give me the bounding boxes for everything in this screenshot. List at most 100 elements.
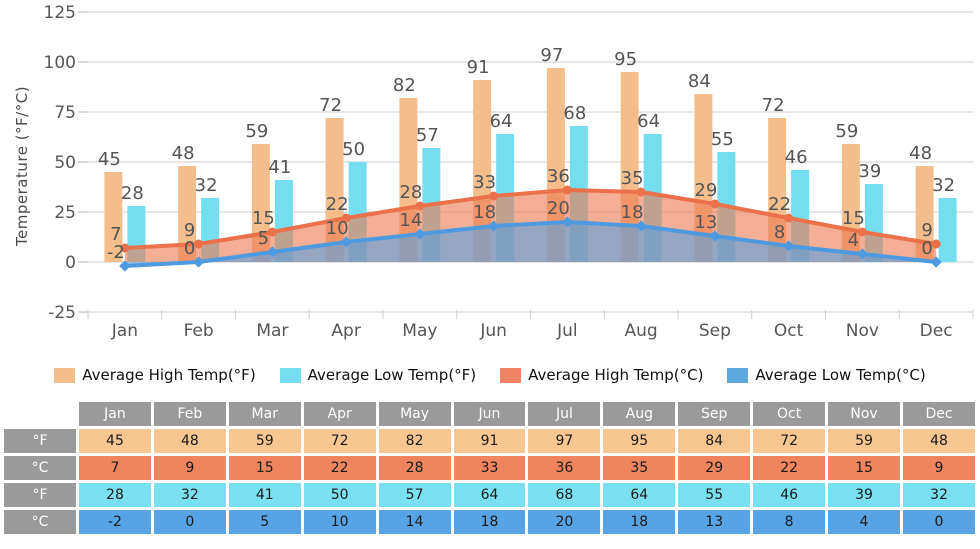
- label-avg-high-c: 7: [110, 224, 121, 245]
- label-avg-low-f: 39: [858, 161, 881, 182]
- legend-label-avg-high-f: Average High Temp(°F): [82, 366, 256, 384]
- area-avg-low-c-point: [340, 236, 352, 248]
- table-cell: 72: [303, 429, 376, 453]
- label-avg-high-c: 22: [326, 194, 349, 215]
- label-avg-high-f: 97: [540, 45, 563, 66]
- area-avg-high-c-point: [857, 227, 867, 237]
- y-axis-title: Temperature (°F/°C): [13, 85, 31, 247]
- label-avg-high-f: 84: [688, 71, 711, 92]
- label-avg-low-c: -2: [107, 242, 125, 263]
- label-avg-low-c: 5: [258, 228, 269, 249]
- chart-canvas: -25025507510012545287-248329059411557250…: [44, 3, 974, 341]
- area-avg-low-c-point: [782, 240, 795, 252]
- legend-label-avg-high-c: Average High Temp(°C): [528, 366, 704, 384]
- label-avg-low-c: 20: [547, 198, 570, 219]
- table-header-row: Jan Feb Mar Apr May Jun Jul Aug Sep Oct Nov Dec: [4, 402, 975, 426]
- table-cell: 18: [453, 510, 526, 534]
- table-row-avg-low-f: °C 7 9 15 22 28 33 36 35 29 22 15 9: [4, 456, 975, 480]
- x-axis: Jan Feb Mar Apr May Jun Jul Aug Sep Oct Nov Dec: [87, 310, 974, 341]
- table-cell: 32: [153, 483, 226, 507]
- x-tick-label: Sep: [699, 321, 731, 341]
- label-avg-high-c: 36: [547, 166, 570, 187]
- table-cell: 57: [378, 483, 451, 507]
- legend-swatch-avg-high-f: [54, 367, 76, 383]
- label-avg-high-c: 9: [921, 220, 932, 241]
- x-tick-label: Feb: [184, 321, 214, 341]
- y-tick-label: 75: [54, 103, 76, 123]
- table-cell: 13: [678, 510, 751, 534]
- label-avg-high-c: 15: [842, 208, 865, 229]
- table-col-header-oct: Oct: [753, 402, 826, 426]
- area-avg-low-c-point: [930, 256, 942, 268]
- area-avg-high-c-point: [562, 185, 572, 195]
- label-avg-high-f: 59: [245, 121, 268, 142]
- area-avg-high-c-point: [120, 243, 130, 253]
- table-cell: 45: [79, 429, 151, 453]
- label-avg-high-f: 48: [909, 143, 932, 164]
- legend-swatch-avg-low-f: [279, 367, 301, 383]
- label-avg-low-f: 41: [268, 157, 291, 178]
- table-cell: 29: [678, 456, 751, 480]
- table-col-header-sep: Sep: [678, 402, 751, 426]
- label-avg-low-f: 68: [563, 103, 586, 124]
- area-avg-low-c-point: [856, 248, 869, 260]
- y-tick-label: 125: [44, 3, 76, 23]
- label-avg-high-f: 72: [319, 95, 342, 116]
- x-tick-label: Jun: [479, 321, 507, 341]
- area-avg-low-c: [119, 216, 942, 272]
- label-avg-high-c: 22: [768, 194, 791, 215]
- area-avg-high-c-point: [267, 227, 277, 237]
- table-cell: 33: [453, 456, 526, 480]
- area-avg-low-c-point: [561, 216, 574, 228]
- label-avg-high-f: 82: [393, 75, 416, 96]
- table-cell: 55: [678, 483, 751, 507]
- table-cell: 15: [228, 456, 301, 480]
- label-avg-high-c: 29: [694, 180, 717, 201]
- table-row-label-avg-high-c: °F: [4, 483, 76, 507]
- table-cell: 22: [753, 456, 826, 480]
- table-cell: 72: [753, 429, 826, 453]
- table-row-avg-high-f: °F 45 48 59 72 82 91 97 95 84 72 59 48: [4, 429, 975, 453]
- table-cell: 14: [378, 510, 451, 534]
- area-avg-low-c-point: [192, 256, 205, 268]
- label-avg-low-f: 64: [637, 111, 660, 132]
- table-cell: 64: [453, 483, 526, 507]
- y-tick-label: 50: [54, 153, 76, 173]
- table-cell: 36: [528, 456, 601, 480]
- table-cell: 7: [79, 456, 151, 480]
- area-avg-low-c-fill: [124, 222, 937, 266]
- label-avg-high-c: 33: [473, 172, 496, 193]
- label-avg-low-c: 10: [326, 218, 349, 239]
- legend-item-avg-high-f: Average High Temp(°F): [54, 366, 256, 384]
- table-cell: 28: [378, 456, 451, 480]
- table-cell: 48: [153, 429, 226, 453]
- x-tick-label: Nov: [846, 321, 879, 341]
- label-avg-high-c: 9: [184, 220, 195, 241]
- bar-avg-high-f: [104, 172, 123, 262]
- label-avg-high-c: 15: [252, 208, 275, 229]
- x-tick-label: Apr: [331, 321, 360, 341]
- table-row-label-avg-low-f: °C: [4, 456, 76, 480]
- table-cell: 18: [603, 510, 676, 534]
- legend-swatch-avg-high-c: [500, 367, 522, 383]
- table-cell: 10: [303, 510, 376, 534]
- label-avg-low-c: 8: [774, 222, 785, 243]
- table-cell: 22: [303, 456, 376, 480]
- table-cell: 15: [828, 456, 900, 480]
- legend-swatch-avg-low-c: [727, 367, 749, 383]
- label-avg-low-c: 13: [694, 212, 717, 233]
- table-row-label-avg-high-f: °F: [4, 429, 76, 453]
- table-col-header-jan: Jan: [79, 402, 151, 426]
- x-tick-label: Mar: [256, 321, 288, 341]
- table-row-avg-low-c: °C -2 0 5 10 14 18 20 18 13 8 4 0: [4, 510, 975, 534]
- y-tick-label: 0: [65, 253, 76, 273]
- bar-avg-high-f: [178, 166, 197, 262]
- area-avg-high-c-point: [710, 199, 720, 209]
- label-avg-high-c: 35: [621, 168, 644, 189]
- table-cell: 35: [603, 456, 676, 480]
- x-tick-label: May: [402, 321, 437, 341]
- temperature-chart: -25 0 25 50 75 100 125 45 28 7 -2 48 32 9 0 59 41 15 5 72 50…: [13, 3, 974, 341]
- table-cell: 48: [902, 429, 975, 453]
- table-cell: 0: [902, 510, 975, 534]
